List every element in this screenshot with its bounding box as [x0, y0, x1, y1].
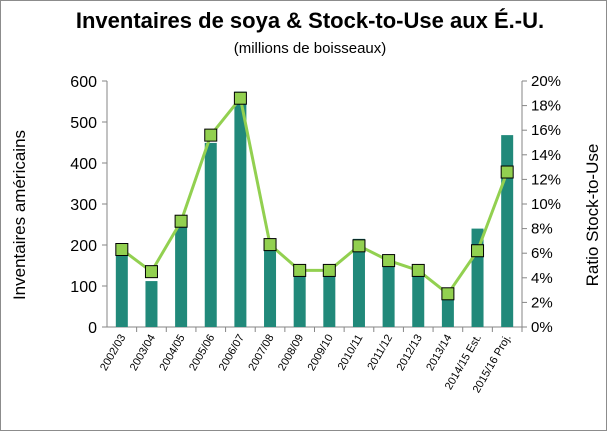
x-tick-label: 2010/11 — [336, 333, 366, 373]
y-left-tick-label: 600 — [70, 74, 97, 91]
y-left-tick-label: 0 — [88, 320, 97, 337]
y-right-tick-label: 8% — [531, 221, 553, 238]
bar — [412, 269, 425, 327]
bar — [501, 135, 514, 327]
bar — [382, 257, 395, 327]
y-left-tick-label: 300 — [70, 197, 97, 214]
y-right-tick-label: 0% — [531, 319, 553, 336]
y-right-tick-label: 10% — [531, 196, 561, 213]
y-right-tick-label: 20% — [531, 73, 561, 90]
x-tick-label: 2003/04 — [128, 333, 158, 373]
bar — [264, 242, 277, 327]
line-series — [115, 91, 514, 301]
y-right-tick-label: 18% — [531, 98, 561, 115]
x-tick-label: 2013/14 — [424, 333, 454, 373]
y-left-tick-label: 500 — [70, 115, 97, 132]
line-marker — [471, 244, 485, 258]
y-left-tick-label: 100 — [70, 279, 97, 296]
line-marker — [204, 128, 218, 142]
tick-labels: 0 100 200 300 400 500 600 0% 2% 4% 6% 8% 10% 12% 14% 16… — [70, 73, 561, 395]
y-right-tick-label: 12% — [531, 171, 561, 188]
line-marker — [115, 243, 129, 257]
x-tick-label: 2008/09 — [276, 333, 306, 373]
x-tick-label: 2005/06 — [187, 333, 217, 373]
x-tick-label: 2006/07 — [217, 333, 247, 373]
line-marker — [233, 91, 247, 105]
x-tick-label: 2002/03 — [98, 333, 128, 373]
chart-subtitle: (millions de boisseaux) — [233, 40, 387, 57]
chart-axes — [102, 80, 527, 332]
bar — [204, 142, 217, 327]
y-left-tick-label: 200 — [70, 238, 97, 255]
bar — [323, 265, 336, 327]
line-marker — [322, 263, 336, 277]
x-tick-label: 2011/12 — [365, 333, 395, 373]
bar — [175, 222, 188, 327]
bar — [115, 254, 128, 327]
line-marker — [263, 238, 277, 252]
line-marker — [352, 239, 366, 253]
x-tick-label: 2012/13 — [395, 333, 425, 373]
y-right-tick-label: 6% — [531, 245, 553, 262]
line-marker — [174, 214, 188, 228]
bar — [352, 238, 365, 327]
chart-title: Inventaires de soya & Stock-to-Use aux É… — [75, 8, 545, 33]
x-tick-label: 2007/08 — [246, 333, 276, 373]
x-tick-label: 2009/10 — [306, 333, 336, 373]
x-tick-label: 2004/05 — [157, 333, 187, 373]
line-marker — [441, 287, 455, 301]
y-right-tick-label: 14% — [531, 147, 561, 164]
line-marker — [293, 263, 307, 277]
bar — [293, 270, 306, 327]
bar — [145, 281, 158, 327]
y-right-tick-label: 16% — [531, 122, 561, 139]
bar — [234, 91, 247, 327]
y-left-tick-label: 400 — [70, 156, 97, 173]
line-marker — [500, 165, 514, 179]
y-right-tick-label: 4% — [531, 270, 553, 287]
y-right-tick-label: 2% — [531, 294, 553, 311]
line-marker — [382, 254, 396, 268]
line-marker — [144, 265, 158, 279]
line-marker — [411, 263, 425, 277]
